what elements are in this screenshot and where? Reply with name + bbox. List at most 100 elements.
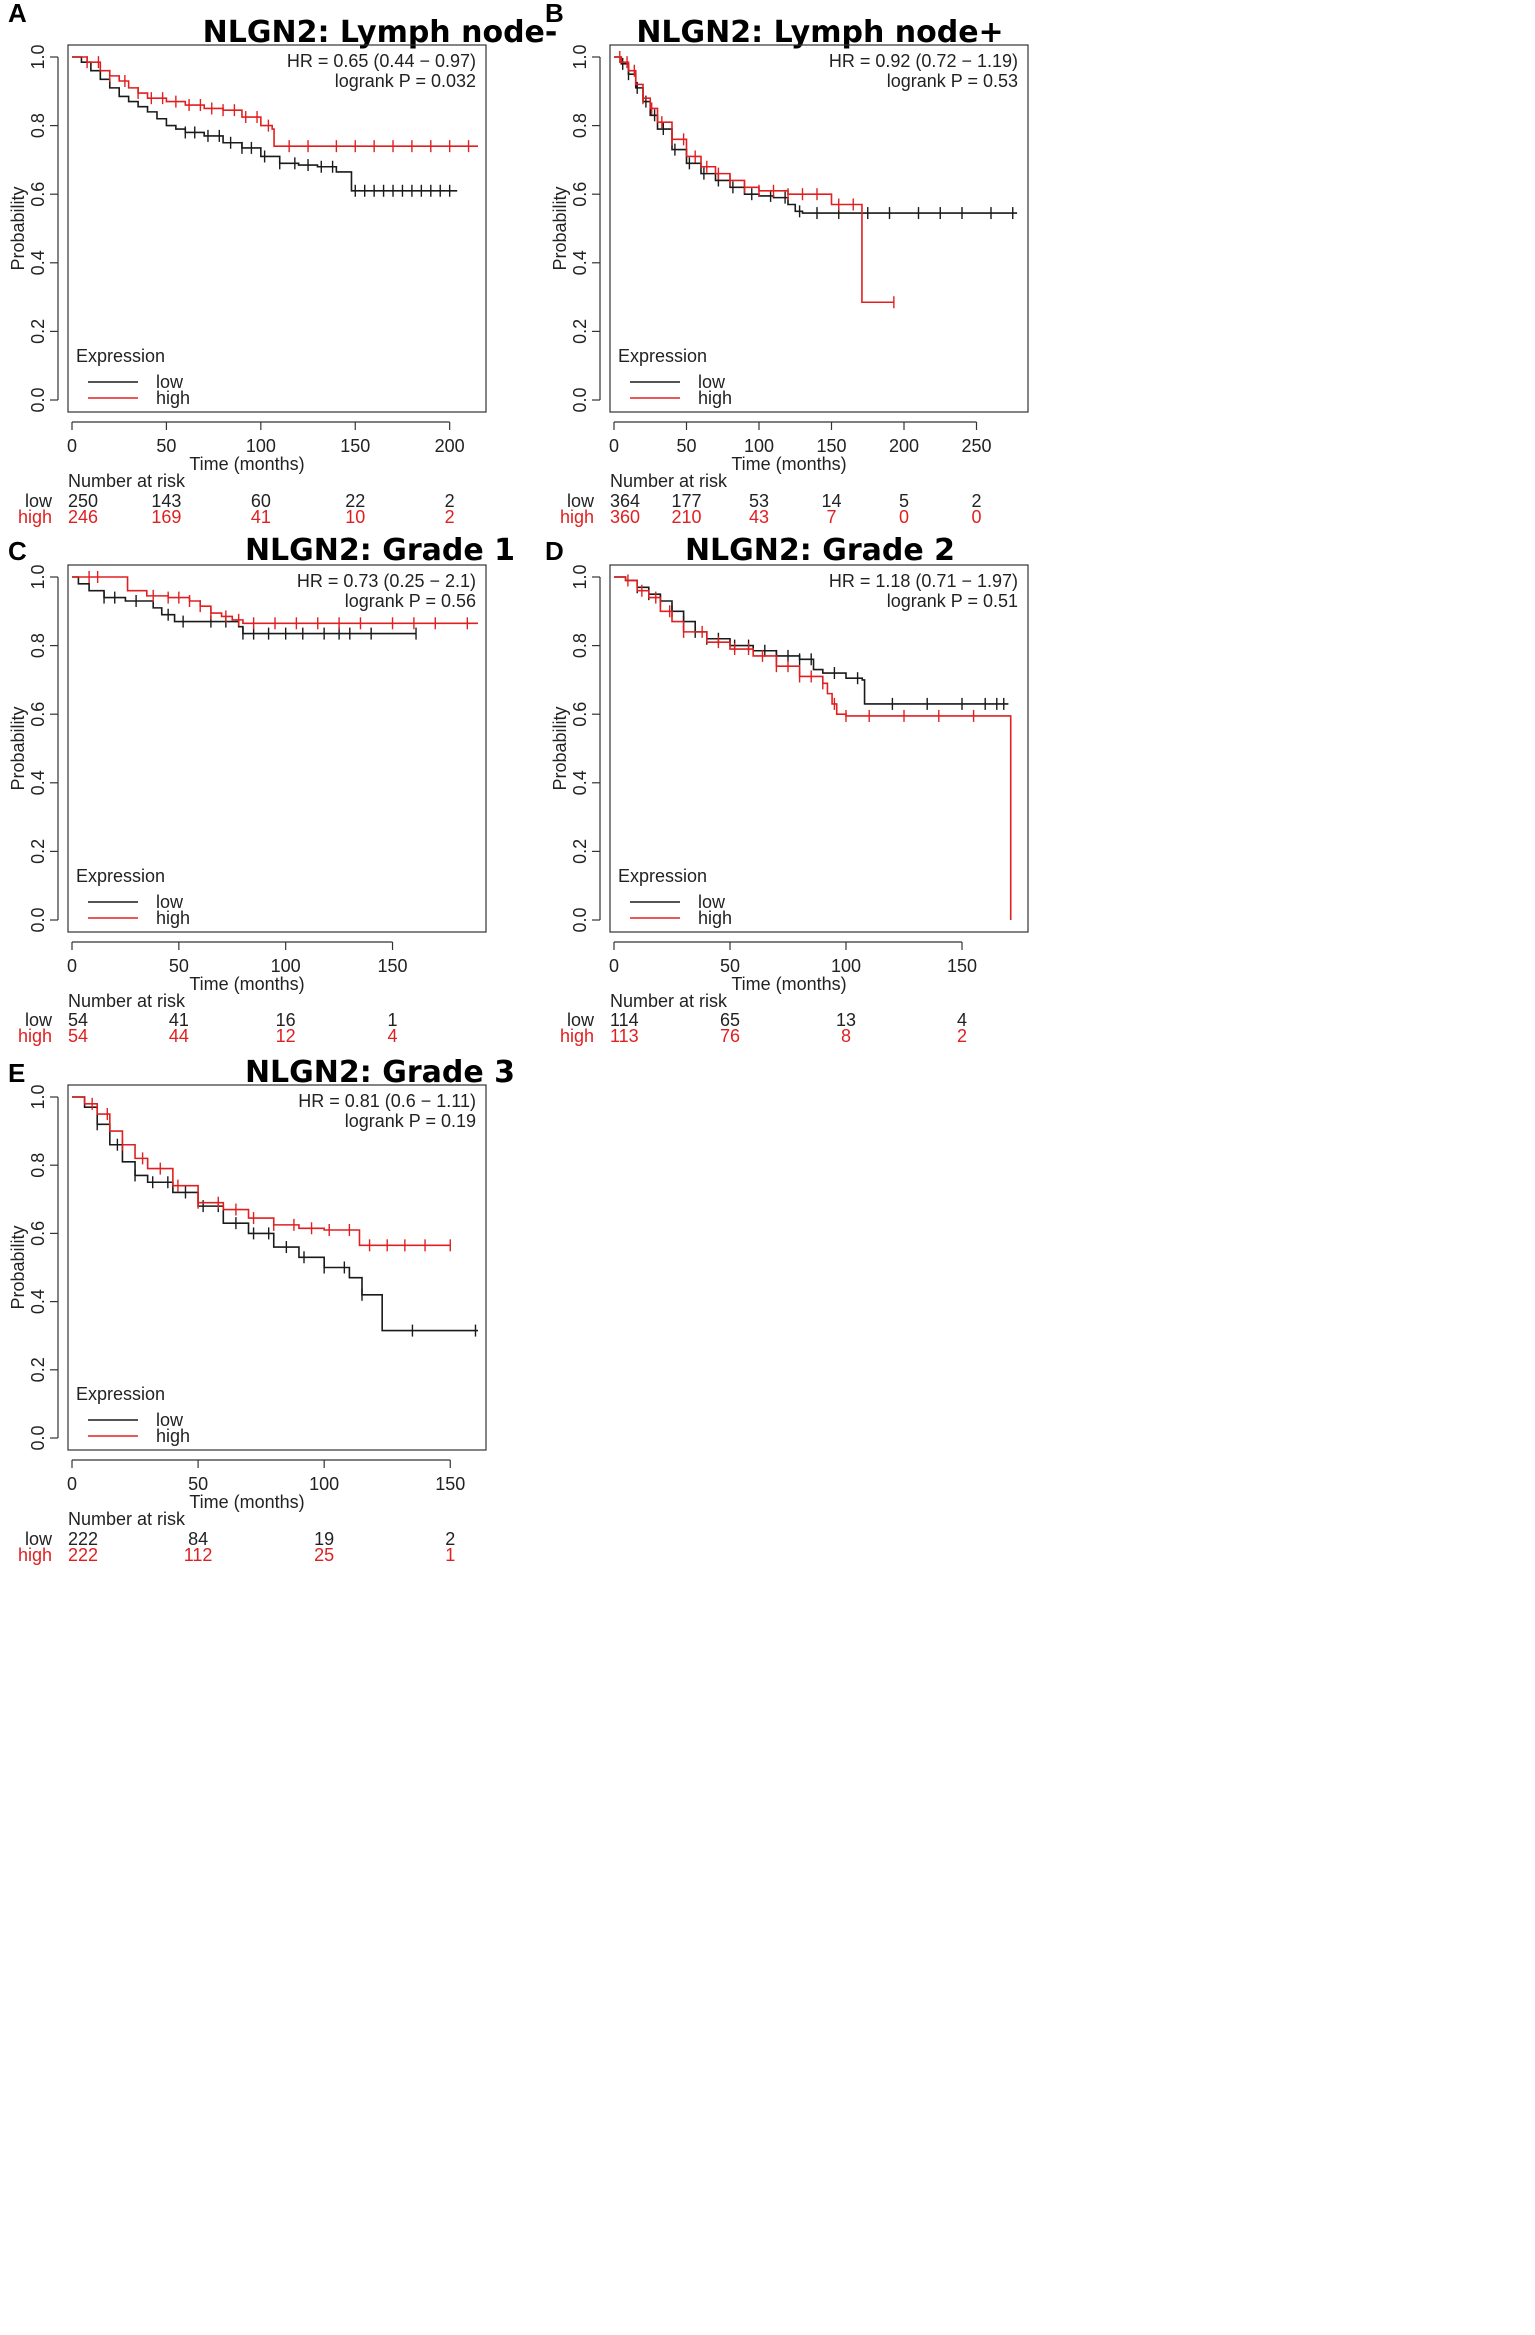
- y-tick-label: 0.2: [570, 839, 590, 864]
- risk-value-low: 22: [345, 491, 365, 511]
- y-tick-label: 0.2: [28, 839, 48, 864]
- risk-table-header: Number at risk: [68, 471, 186, 491]
- logrank-p-text: logrank P = 0.19: [345, 1111, 476, 1131]
- risk-value-low: 14: [821, 491, 841, 511]
- risk-row-label-high: high: [560, 1026, 594, 1046]
- x-tick-label: 200: [889, 436, 919, 456]
- risk-row-label-low: low: [25, 1010, 53, 1030]
- legend-label-low: low: [698, 372, 726, 392]
- risk-value-high: 0: [971, 507, 981, 527]
- risk-value-high: 4: [388, 1026, 398, 1046]
- x-tick-label: 50: [720, 956, 740, 976]
- risk-value-low: 65: [720, 1010, 740, 1030]
- risk-value-high: 7: [826, 507, 836, 527]
- risk-value-high: 12: [276, 1026, 296, 1046]
- x-axis-title: Time (months): [189, 454, 304, 474]
- y-tick-label: 0.0: [28, 387, 48, 412]
- panel-letter: A: [8, 0, 27, 28]
- x-tick-label: 0: [67, 436, 77, 456]
- x-tick-label: 0: [67, 956, 77, 976]
- survival-curve-high: [614, 576, 1012, 920]
- risk-value-low: 16: [276, 1010, 296, 1030]
- legend-label-low: low: [156, 892, 184, 912]
- chart-title: NLGN2: Grade 1: [245, 533, 515, 568]
- risk-row-label-high: high: [560, 507, 594, 527]
- panel-D: D NLGN2: Grade 2 0 50 100 150 Time (months) 0.0…: [545, 533, 1029, 1046]
- y-tick-label: 0.4: [28, 770, 48, 795]
- x-tick-label: 150: [378, 956, 408, 976]
- y-tick-label: 0.8: [28, 633, 48, 658]
- panel-letter: D: [545, 536, 564, 566]
- y-tick-label: 1.0: [570, 44, 590, 69]
- x-tick-label: 150: [947, 956, 977, 976]
- risk-value-low: 84: [188, 1529, 208, 1549]
- legend-title: Expression: [618, 866, 707, 886]
- risk-value-high: 113: [610, 1026, 639, 1046]
- legend-title: Expression: [76, 866, 165, 886]
- risk-value-low: 53: [749, 491, 769, 511]
- risk-value-high: 2: [957, 1026, 967, 1046]
- risk-value-high: 360: [610, 507, 640, 527]
- risk-row-label-high: high: [18, 1026, 52, 1046]
- risk-table-header: Number at risk: [610, 471, 728, 491]
- risk-value-high: 2: [445, 507, 455, 527]
- legend-label-high: high: [698, 388, 732, 408]
- x-tick-label: 50: [188, 1474, 208, 1494]
- x-tick-label: 100: [744, 436, 774, 456]
- y-tick-label: 1.0: [28, 1084, 48, 1109]
- legend-title: Expression: [76, 346, 165, 366]
- chart-title: NLGN2: Grade 3: [245, 1055, 515, 1090]
- y-tick-label: 0.2: [570, 319, 590, 344]
- risk-value-low: 364: [610, 491, 640, 511]
- legend-label-high: high: [156, 1426, 190, 1446]
- y-tick-label: 0.6: [570, 702, 590, 727]
- panel-letter: C: [8, 536, 27, 566]
- risk-value-low: 41: [169, 1010, 189, 1030]
- hazard-ratio-text: HR = 0.65 (0.44 − 0.97): [287, 51, 476, 71]
- plot-frame: [609, 564, 1029, 933]
- y-tick-label: 0.8: [570, 633, 590, 658]
- risk-table-header: Number at risk: [610, 991, 728, 1011]
- risk-value-low: 143: [151, 491, 181, 511]
- y-tick-label: 1.0: [28, 44, 48, 69]
- risk-value-low: 19: [314, 1529, 334, 1549]
- x-tick-label: 250: [961, 436, 991, 456]
- logrank-p-text: logrank P = 0.53: [887, 71, 1018, 91]
- x-axis-title: Time (months): [189, 1492, 304, 1512]
- y-tick-label: 1.0: [570, 564, 590, 589]
- y-tick-label: 0.8: [570, 113, 590, 138]
- panel-C: C NLGN2: Grade 1 0 50 100 150 Time (months) 0.0…: [8, 533, 515, 1046]
- risk-value-low: 5: [899, 491, 909, 511]
- x-tick-label: 50: [676, 436, 696, 456]
- risk-value-high: 222: [68, 1545, 98, 1565]
- risk-value-low: 60: [251, 491, 271, 511]
- y-tick-label: 0.8: [28, 113, 48, 138]
- legend-label-high: high: [156, 908, 190, 928]
- risk-row-label-low: low: [25, 491, 53, 511]
- plot-frame: [67, 1084, 487, 1451]
- risk-value-low: 250: [68, 491, 98, 511]
- chart-title: NLGN2: Grade 2: [685, 533, 955, 568]
- y-tick-label: 0.6: [28, 182, 48, 207]
- risk-value-high: 246: [68, 507, 98, 527]
- legend-label-low: low: [156, 372, 184, 392]
- y-tick-label: 0.6: [28, 1221, 48, 1246]
- risk-row-label-low: low: [567, 1010, 595, 1030]
- legend-label-high: high: [156, 388, 190, 408]
- risk-value-high: 210: [671, 507, 701, 527]
- y-tick-label: 0.8: [28, 1153, 48, 1178]
- hazard-ratio-text: HR = 0.81 (0.6 − 1.11): [298, 1091, 476, 1111]
- y-tick-label: 0.6: [28, 702, 48, 727]
- y-axis-title: Probability: [8, 706, 28, 790]
- risk-value-low: 114: [610, 1010, 639, 1030]
- x-tick-label: 100: [271, 956, 301, 976]
- legend-label-low: low: [156, 1410, 184, 1430]
- risk-value-low: 2: [445, 491, 455, 511]
- chart-title: NLGN2: Lymph node-: [203, 15, 558, 50]
- hazard-ratio-text: HR = 1.18 (0.71 − 1.97): [829, 571, 1018, 591]
- x-tick-label: 50: [169, 956, 189, 976]
- legend-title: Expression: [618, 346, 707, 366]
- risk-value-low: 177: [671, 491, 701, 511]
- y-tick-label: 0.2: [28, 319, 48, 344]
- risk-value-high: 8: [841, 1026, 851, 1046]
